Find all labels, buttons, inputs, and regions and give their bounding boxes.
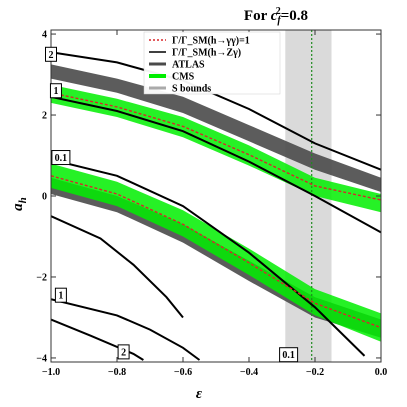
contour-label: 1 bbox=[58, 291, 63, 302]
contour-label-box bbox=[54, 287, 67, 303]
gamma-gamma-curve-lower bbox=[51, 175, 381, 329]
legend-label: CMS bbox=[172, 72, 195, 83]
y-axis-label: ah bbox=[10, 197, 29, 211]
contour-labels: 2 1 0.1 1 2 0.1 bbox=[45, 46, 299, 363]
x-tick-label: −1.0 bbox=[42, 367, 60, 378]
z-gamma-contour-4 bbox=[51, 215, 184, 319]
contour-label: 0.1 bbox=[55, 153, 68, 164]
y-tick-label: −4 bbox=[36, 353, 47, 364]
x-tick-label: 0.0 bbox=[375, 367, 388, 378]
z-gamma-contour-5 bbox=[51, 318, 144, 361]
contour-label-box bbox=[49, 83, 62, 99]
chart-title: For cf2=0.8 bbox=[244, 6, 308, 26]
x-tick-label: −0.2 bbox=[306, 367, 324, 378]
contour-label-box bbox=[279, 347, 299, 363]
x-tick-label: −0.4 bbox=[240, 367, 258, 378]
legend-label: Γ/Γ_SM(h→γγ)=1 bbox=[172, 36, 250, 47]
legend-box bbox=[143, 31, 281, 95]
contour-label: 0.1 bbox=[282, 350, 295, 361]
y-tick-label: 4 bbox=[42, 30, 47, 41]
y-tick-label: 0 bbox=[42, 192, 47, 203]
gamma-gamma-curve-upper bbox=[51, 92, 381, 201]
z-gamma-contour-0 bbox=[51, 51, 381, 171]
contour-label: 2 bbox=[49, 50, 54, 61]
legend-label: ATLAS bbox=[172, 60, 205, 71]
z-gamma-contour-1 bbox=[51, 95, 381, 234]
legend-label: S bounds bbox=[172, 84, 211, 95]
cms-band-lower bbox=[51, 163, 381, 342]
x-tick-label: −0.8 bbox=[108, 367, 126, 378]
contour-label: 2 bbox=[121, 347, 126, 358]
x-tick-label: −0.6 bbox=[174, 367, 192, 378]
y-tick-label: 2 bbox=[42, 111, 47, 122]
x-axis-label: ε bbox=[196, 386, 203, 402]
y-tick-label: −2 bbox=[36, 272, 47, 283]
contour-label-box bbox=[117, 344, 130, 360]
legend-label: Γ/Γ_SM(h→Zγ) bbox=[172, 48, 241, 59]
contour-label: 1 bbox=[53, 86, 58, 97]
contour-label-box bbox=[51, 150, 71, 166]
atlas-band-upper bbox=[51, 64, 381, 192]
z-gamma-contour-3 bbox=[51, 298, 201, 361]
contour-label-box bbox=[45, 46, 57, 62]
z-gamma-contour-2 bbox=[51, 158, 366, 357]
